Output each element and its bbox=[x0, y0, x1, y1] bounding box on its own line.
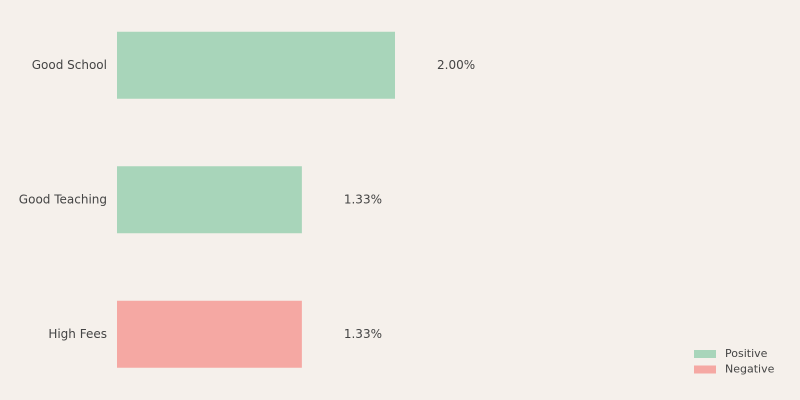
legend-label: Negative bbox=[725, 363, 775, 376]
legend-swatch bbox=[694, 350, 716, 358]
y-tick-label: Good Teaching bbox=[19, 192, 107, 206]
bar bbox=[117, 300, 302, 368]
y-tick-label: Good School bbox=[32, 58, 107, 72]
legend-swatch bbox=[694, 365, 716, 374]
bar bbox=[117, 31, 395, 99]
bar bbox=[117, 166, 302, 234]
value-label: 1.33% bbox=[344, 192, 382, 206]
value-label: 2.00% bbox=[437, 58, 475, 72]
legend-label: Positive bbox=[725, 347, 768, 360]
y-tick-label: High Fees bbox=[48, 327, 107, 341]
value-label: 1.33% bbox=[344, 327, 382, 341]
